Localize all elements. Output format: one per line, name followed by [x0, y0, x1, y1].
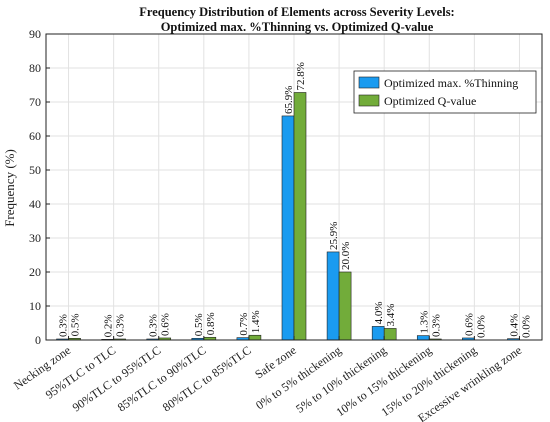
data-label: 25.9%	[328, 222, 340, 250]
y-tick-label: 0	[35, 333, 41, 347]
data-label: 65.9%	[283, 86, 295, 114]
bar	[371, 326, 385, 341]
chart-subtitle: Optimized max. %Thinning vs. Optimized Q…	[161, 20, 434, 34]
data-label: 3.4%	[385, 304, 397, 327]
data-label: 0.3%	[58, 314, 70, 337]
y-tick-label: 20	[29, 265, 41, 279]
legend-box	[353, 70, 537, 114]
data-label: 1.3%	[418, 311, 430, 334]
legend-label: Optimized max. %Thinning	[384, 76, 518, 90]
data-label: 0.6%	[160, 313, 172, 336]
data-label: 72.8%	[295, 62, 307, 90]
bar	[281, 115, 295, 341]
data-label: 0.6%	[463, 313, 475, 336]
bar	[383, 328, 397, 341]
y-axis-label: Frequency (%)	[2, 149, 17, 227]
y-tick-label: 50	[29, 163, 41, 177]
y-tick-label: 60	[29, 129, 41, 143]
data-label: 0.2%	[103, 314, 115, 337]
data-label: 0.7%	[238, 313, 250, 336]
legend-swatch	[358, 94, 380, 107]
bar	[293, 92, 307, 341]
data-label: 1.4%	[250, 310, 262, 333]
data-label: 0.3%	[115, 314, 127, 337]
legend: Optimized max. %Thinning Optimized Q-valu…	[353, 70, 537, 114]
chart-title: Frequency Distribution of Elements acros…	[139, 5, 454, 19]
y-tick-label: 80	[29, 61, 41, 75]
data-label: 0.4%	[508, 314, 520, 337]
y-tick-label: 10	[29, 299, 41, 313]
bar	[338, 271, 352, 341]
data-label: 0.8%	[205, 312, 217, 335]
data-label: 0.3%	[430, 314, 442, 337]
legend-swatch	[358, 76, 380, 89]
data-label: 0.5%	[193, 313, 205, 336]
y-tick-label: 40	[29, 197, 41, 211]
bars	[56, 92, 520, 341]
data-label: 0.0%	[475, 315, 487, 338]
bar	[416, 335, 430, 341]
data-label: 0.3%	[148, 314, 160, 337]
y-tick-label: 30	[29, 231, 41, 245]
data-label: 4.0%	[373, 301, 385, 324]
data-label: 0.0%	[520, 315, 532, 338]
data-label: 0.5%	[70, 313, 82, 336]
bar	[248, 334, 262, 341]
legend-label: Optimized Q-value	[384, 94, 476, 108]
bar	[326, 251, 340, 341]
y-ticks: 0 10 20 30 40 50 60 70 80 90	[29, 27, 50, 347]
plot-frame	[45, 33, 543, 341]
data-labels: 0.3% 0.5% 0.2% 0.3% 0.3% 0.6% 0.5% 0.8% 0.7% 1.4%…	[58, 62, 533, 338]
y-tick-label: 90	[29, 27, 41, 41]
y-tick-label: 70	[29, 95, 41, 109]
data-label: 20.0%	[340, 242, 352, 270]
